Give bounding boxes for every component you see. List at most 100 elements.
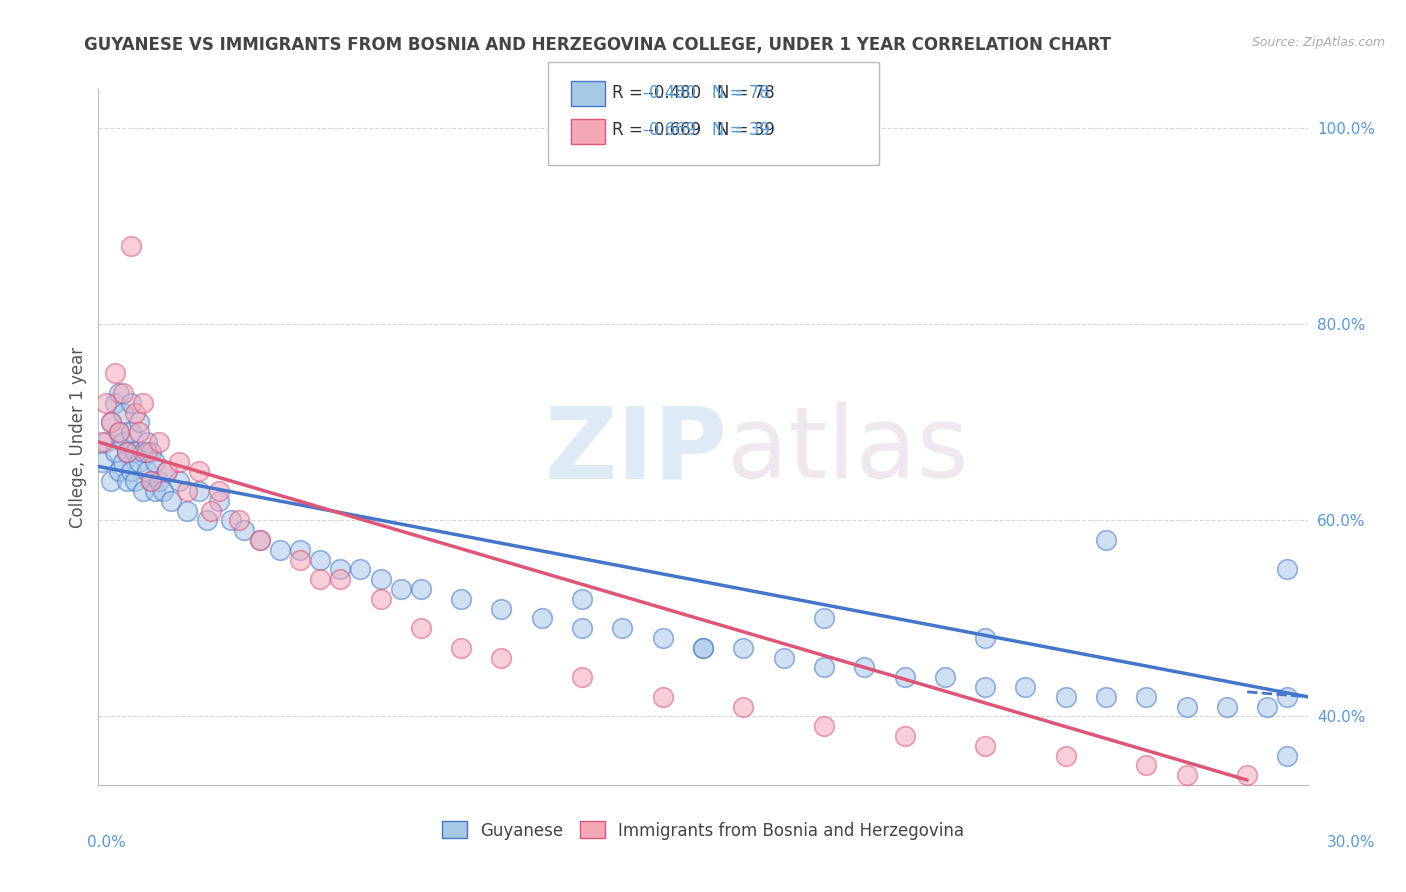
Point — [152, 483, 174, 498]
Point — [692, 640, 714, 655]
Point — [772, 650, 794, 665]
Point — [124, 406, 146, 420]
Point — [228, 513, 250, 527]
Point — [1014, 680, 1036, 694]
Point — [100, 416, 122, 430]
Point — [370, 572, 392, 586]
Point — [167, 474, 190, 488]
Point — [813, 611, 835, 625]
Point — [148, 434, 170, 449]
Point — [107, 464, 129, 478]
Point — [132, 444, 155, 458]
Text: -0.480   N = 78: -0.480 N = 78 — [643, 84, 769, 102]
Point — [139, 444, 162, 458]
Point — [195, 513, 218, 527]
Text: GUYANESE VS IMMIGRANTS FROM BOSNIA AND HERZEGOVINA COLLEGE, UNDER 1 YEAR CORRELA: GUYANESE VS IMMIGRANTS FROM BOSNIA AND H… — [84, 36, 1111, 54]
Point — [893, 670, 915, 684]
Point — [103, 444, 125, 458]
Point — [120, 464, 142, 478]
Point — [120, 239, 142, 253]
Point — [813, 660, 835, 674]
Point — [1256, 699, 1278, 714]
Point — [1175, 699, 1198, 714]
Point — [103, 396, 125, 410]
Point — [853, 660, 876, 674]
Point — [107, 425, 129, 440]
Text: -0.669   N = 39: -0.669 N = 39 — [643, 121, 769, 139]
Point — [176, 483, 198, 498]
Point — [329, 572, 352, 586]
Legend: Guyanese, Immigrants from Bosnia and Herzegovina: Guyanese, Immigrants from Bosnia and Her… — [434, 814, 972, 847]
Point — [409, 621, 432, 635]
Point — [309, 572, 332, 586]
Point — [115, 474, 138, 488]
Point — [139, 474, 162, 488]
Point — [128, 425, 150, 440]
Point — [208, 493, 231, 508]
Point — [249, 533, 271, 547]
Point — [132, 396, 155, 410]
Point — [571, 591, 593, 606]
Point — [733, 640, 755, 655]
Point — [188, 483, 211, 498]
Point — [288, 552, 311, 566]
Text: atlas: atlas — [727, 402, 969, 500]
Point — [111, 406, 134, 420]
Point — [111, 434, 134, 449]
Text: 0.0%: 0.0% — [87, 836, 127, 850]
Point — [156, 464, 179, 478]
Point — [111, 386, 134, 401]
Point — [103, 367, 125, 381]
Point — [974, 680, 997, 694]
Point — [120, 425, 142, 440]
Point — [571, 670, 593, 684]
Point — [156, 464, 179, 478]
Point — [111, 454, 134, 468]
Point — [176, 503, 198, 517]
Text: R = -0.669   N = 39: R = -0.669 N = 39 — [612, 121, 775, 139]
Point — [120, 396, 142, 410]
Point — [1135, 758, 1157, 772]
Point — [349, 562, 371, 576]
Point — [91, 454, 114, 468]
Text: Source: ZipAtlas.com: Source: ZipAtlas.com — [1251, 36, 1385, 49]
Point — [813, 719, 835, 733]
Point — [893, 729, 915, 743]
Point — [1236, 768, 1258, 782]
Point — [96, 434, 118, 449]
Point — [128, 454, 150, 468]
Point — [1216, 699, 1239, 714]
Point — [232, 523, 254, 537]
Point — [107, 386, 129, 401]
Point — [491, 601, 513, 615]
Point — [143, 454, 166, 468]
Point — [1095, 690, 1118, 704]
Point — [692, 640, 714, 655]
Point — [143, 483, 166, 498]
Point — [200, 503, 222, 517]
Point — [389, 582, 412, 596]
Point — [409, 582, 432, 596]
Point — [370, 591, 392, 606]
Point — [91, 434, 114, 449]
Point — [96, 396, 118, 410]
Point — [491, 650, 513, 665]
Point — [733, 699, 755, 714]
Point — [1277, 690, 1299, 704]
Point — [208, 483, 231, 498]
Point — [221, 513, 243, 527]
Point — [249, 533, 271, 547]
Point — [124, 444, 146, 458]
Point — [148, 474, 170, 488]
Point — [132, 483, 155, 498]
Point — [139, 474, 162, 488]
Point — [135, 444, 157, 458]
Point — [135, 464, 157, 478]
Point — [128, 416, 150, 430]
Point — [124, 474, 146, 488]
Point — [167, 454, 190, 468]
Point — [100, 474, 122, 488]
Point — [100, 416, 122, 430]
Point — [974, 739, 997, 753]
Point — [530, 611, 553, 625]
